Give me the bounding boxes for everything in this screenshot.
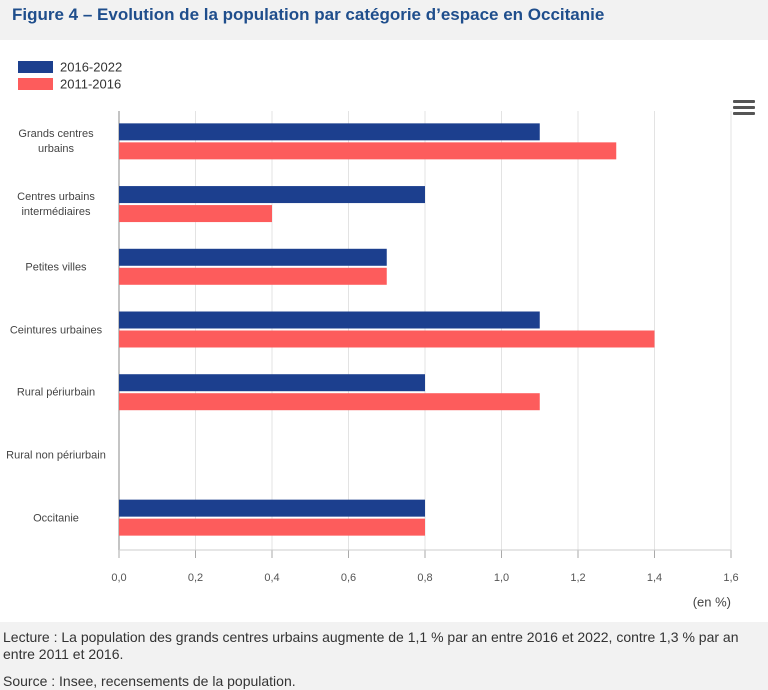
bar [119, 311, 540, 329]
bar [119, 142, 617, 160]
x-tick-label: 1,2 [570, 572, 585, 584]
x-axis-label: (en %) [693, 594, 731, 609]
x-tick-label: 0,6 [341, 572, 356, 584]
legend-label: 2016-2022 [60, 59, 122, 74]
legend-swatch [18, 61, 53, 73]
bar [119, 186, 425, 204]
bar [119, 374, 425, 392]
x-tick-label: 0,4 [264, 572, 279, 584]
y-tick-label: Grands centres urbains [18, 128, 94, 156]
source: Source : Insee, recensements de la popul… [3, 673, 296, 689]
bar [119, 330, 655, 348]
bar [119, 267, 387, 285]
chart-title: Figure 4 – Evolution de la population pa… [12, 5, 605, 24]
bar [119, 518, 425, 536]
bar [119, 205, 272, 223]
menu-button[interactable] [733, 100, 755, 118]
x-tick-label: 1,0 [494, 572, 509, 584]
x-tick-label: 1,6 [723, 572, 738, 584]
chart-panel: 0,0 0,2 0,4 0,6 0,8 1,0 1,2 1,4 1,6 (en %) 2016-20… [0, 40, 768, 622]
bar [119, 499, 425, 517]
legend-label: 2011-2016 [60, 76, 121, 91]
y-tick-label: Rural périurbain [16, 386, 96, 399]
bar [119, 393, 540, 411]
y-tick-label: Centres urbains intermédiaires [17, 191, 95, 219]
x-tick-label: 1,4 [647, 572, 662, 584]
x-tick-label: 0,8 [417, 572, 432, 584]
chart: 0,0 0,2 0,4 0,6 0,8 1,0 1,2 1,4 1,6 (en %) 2016-20… [18, 59, 739, 609]
bar [119, 248, 387, 266]
note: Lecture : La population des grands centr… [3, 629, 739, 662]
y-tick-label: Occitanie [33, 512, 79, 525]
legend-swatch [18, 78, 53, 90]
x-tick-label: 0,0 [111, 572, 126, 584]
y-tick-label: Rural non périurbain [6, 449, 106, 462]
bar [119, 123, 540, 141]
x-tick-label: 0,2 [188, 572, 203, 584]
y-tick-label: Petites villes [25, 261, 87, 274]
y-tick-label: Ceintures urbaines [9, 324, 103, 336]
